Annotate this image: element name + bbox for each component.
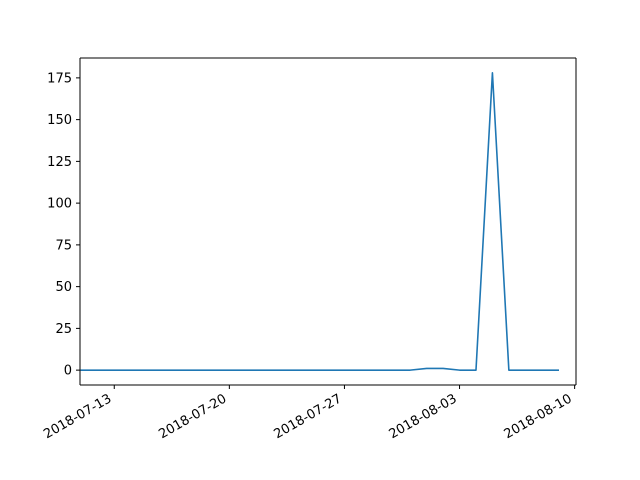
- y-tick-label: 75: [55, 238, 72, 253]
- y-tick-label: 0: [64, 364, 72, 379]
- x-axis-ticks: 2018-07-13 2018-07-20 2018-07-27 2018-08-03…: [41, 385, 576, 442]
- x-tick-label: 2018-07-20: [156, 391, 229, 442]
- plot-area: [80, 58, 576, 385]
- y-tick-label: 175: [47, 71, 72, 86]
- x-tick-label: 2018-07-27: [272, 391, 345, 442]
- x-tick-label: 2018-08-03: [387, 391, 460, 442]
- x-tick-label: 2018-07-13: [41, 391, 114, 442]
- y-tick-label: 150: [47, 113, 72, 128]
- x-tick-label: 2018-08-10: [502, 391, 575, 442]
- y-tick-label: 125: [47, 155, 72, 170]
- y-tick-label: 100: [47, 197, 72, 212]
- y-tick-label: 50: [55, 280, 72, 295]
- series-line-0: [80, 72, 559, 371]
- y-tick-label: 25: [55, 322, 72, 337]
- axes-layer: [79, 57, 577, 386]
- series-layer: [80, 72, 559, 371]
- y-axis-ticks: 0 25 50 75 100 125 150 175: [47, 71, 80, 379]
